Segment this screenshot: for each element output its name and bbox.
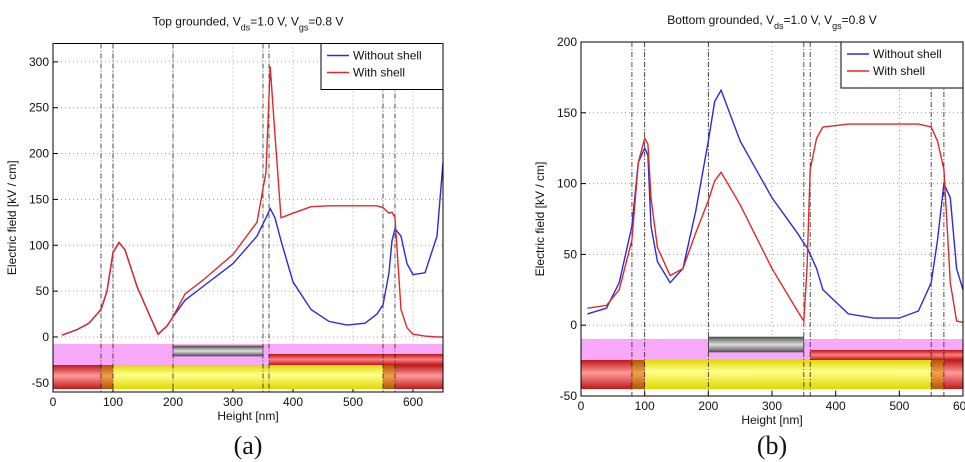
x-tick-label: 0 (50, 395, 57, 409)
title-part: ds (774, 21, 784, 31)
contact (631, 360, 645, 389)
chart-title: Top grounded, Vds=1.0 V, Vgs=0.8 V (153, 15, 344, 33)
y-tick-label: 150 (29, 192, 49, 206)
contact (101, 365, 113, 389)
y-axis-label: Electric field [kV / cm] (533, 162, 547, 277)
caption: (b) (757, 431, 787, 460)
x-tick-label: 0 (578, 399, 585, 413)
x-tick-label: 100 (635, 399, 655, 413)
y-tick-label: 50 (36, 284, 50, 298)
y-tick-label: 0 (570, 318, 577, 332)
title-part: gs (299, 23, 309, 33)
title-part: Top grounded, V (153, 15, 241, 29)
plot-frame (580, 41, 964, 397)
channel (113, 365, 383, 389)
title-part: =0.8 V (842, 13, 877, 27)
title-part: ds (241, 23, 251, 33)
title-part: =1.0 V, V (784, 13, 833, 27)
y-tick-label: 300 (29, 55, 49, 69)
y-tick-label: 250 (29, 101, 49, 115)
legend-label: With shell (873, 64, 925, 78)
legend-box (840, 41, 964, 89)
x-tick-label: 300 (223, 395, 243, 409)
x-tick-label: 600 (953, 399, 965, 413)
x-tick-label: 300 (762, 399, 782, 413)
series-line (587, 88, 964, 319)
y-tick-label: 0 (42, 330, 49, 344)
x-tick-label: 500 (889, 399, 909, 413)
x-tick-label: 400 (826, 399, 846, 413)
legend-label: Without shell (353, 49, 422, 63)
x-axis-label: Height [nm] (741, 413, 802, 427)
title-part: =1.0 V, V (250, 15, 299, 29)
y-tick-label: 200 (557, 35, 577, 49)
contact (383, 365, 395, 389)
series-line (61, 66, 443, 338)
y-tick-label: -50 (32, 376, 50, 390)
title-part: gs (832, 21, 842, 31)
caption: (a) (234, 431, 263, 460)
contact (931, 360, 944, 389)
x-tick-label: 200 (163, 395, 183, 409)
legend-label: Without shell (873, 47, 942, 61)
legend-box (320, 43, 444, 90)
y-tick-label: 200 (29, 147, 49, 161)
x-axis-label: Height [nm] (217, 409, 278, 423)
y-tick-label: 100 (557, 177, 577, 191)
y-axis-label: Electric field [kV / cm] (5, 160, 19, 275)
x-tick-label: 600 (403, 395, 423, 409)
shell (269, 354, 443, 365)
series-line (587, 123, 964, 324)
y-tick-label: 50 (564, 247, 578, 261)
title-part: Bottom grounded, V (667, 13, 774, 27)
series-line (61, 162, 444, 336)
legend-label: With shell (353, 66, 405, 80)
x-tick-label: 200 (698, 399, 718, 413)
plot-frame (52, 43, 444, 393)
x-tick-label: 400 (283, 395, 303, 409)
gate (172, 345, 264, 357)
x-tick-label: 100 (103, 395, 123, 409)
y-tick-label: 100 (29, 238, 49, 252)
gate (708, 336, 805, 353)
title-part: =0.8 V (308, 15, 343, 29)
channel (644, 360, 932, 389)
y-tick-label: 150 (557, 106, 577, 120)
chart-title: Bottom grounded, Vds=1.0 V, Vgs=0.8 V (667, 13, 876, 31)
x-tick-label: 500 (343, 395, 363, 409)
y-tick-label: -50 (560, 389, 578, 403)
shell (810, 350, 963, 360)
